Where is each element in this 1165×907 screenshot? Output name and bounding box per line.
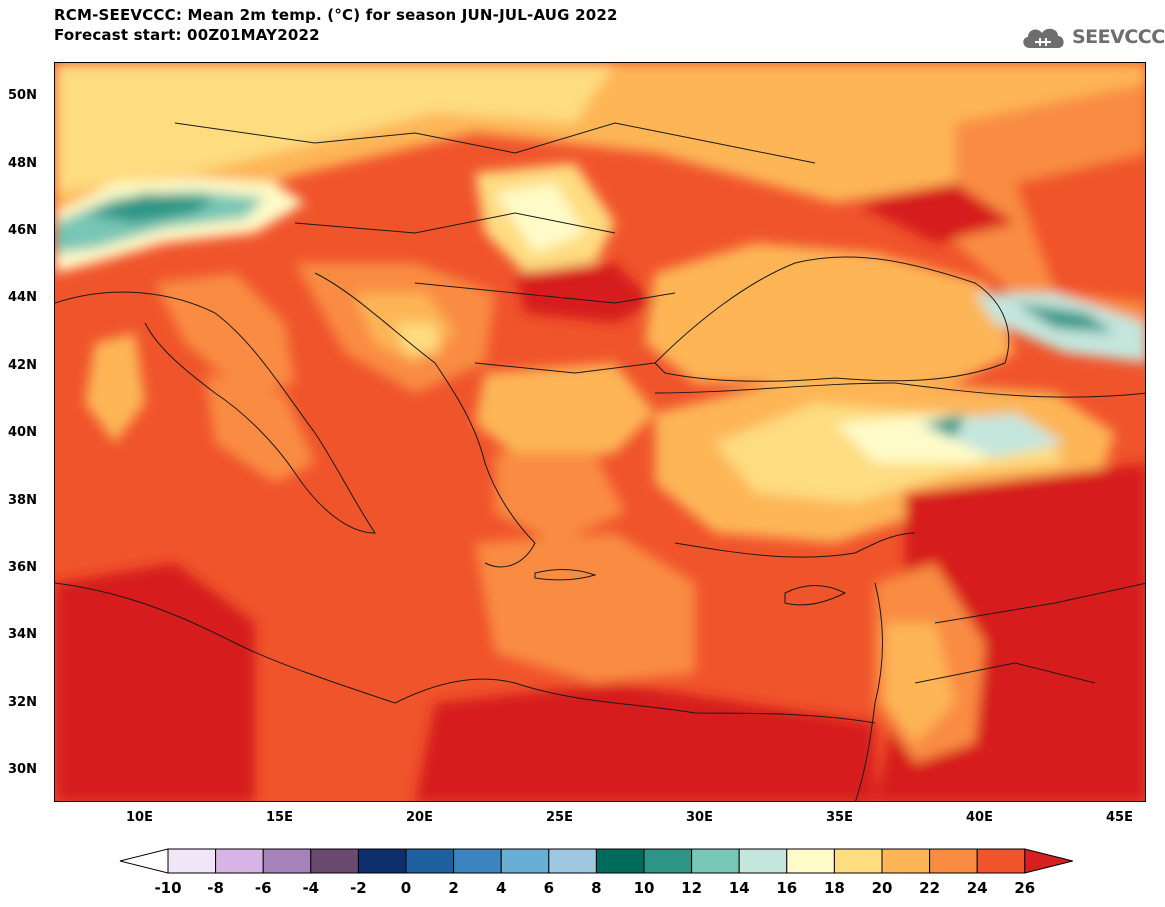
colorbar-tick-label: 18: [824, 879, 845, 897]
colorbar-over-arrow: [1024, 848, 1073, 874]
colorbar-tick-label: 6: [544, 879, 554, 897]
colorbar-swatch: [310, 848, 359, 874]
colorbar-under-arrow: [119, 848, 169, 874]
lat-label-48n: 48N: [8, 156, 37, 171]
colorbar-swatch: [262, 848, 312, 874]
colorbar-swatch: [548, 848, 597, 874]
lat-label-36n: 36N: [8, 560, 37, 575]
lat-label-46n: 46N: [8, 223, 37, 238]
lon-label-40e: 40E: [966, 810, 993, 825]
colorbar-tick-label: 10: [634, 879, 655, 897]
colorbar-tick-label: -2: [350, 879, 367, 897]
colorbar-tick-label: 20: [872, 879, 893, 897]
forecast-start-label: Forecast start: 00Z01MAY2022: [54, 26, 320, 44]
lat-label-50n: 50N: [8, 88, 37, 103]
colorbar-swatch: [595, 848, 645, 874]
colorbar-tick-label: 22: [919, 879, 940, 897]
colorbar-tick-label: 8: [591, 879, 601, 897]
colorbar-swatch: [976, 848, 1026, 874]
colorbar-tick-label: 16: [776, 879, 797, 897]
colorbar-swatch: [500, 848, 550, 874]
lon-label-30e: 30E: [686, 810, 713, 825]
lon-label-10e: 10E: [126, 810, 153, 825]
lat-label-32n: 32N: [8, 695, 37, 710]
colorbar-swatch: [453, 848, 502, 874]
temperature-map: [54, 62, 1146, 802]
colorbar-tick-label: -8: [207, 879, 224, 897]
lon-label-20e: 20E: [406, 810, 433, 825]
lat-label-34n: 34N: [8, 627, 37, 642]
colorbar-tick-label: 26: [1014, 879, 1035, 897]
cloud-icon: [1023, 28, 1064, 48]
colorbar-tick-label: 2: [448, 879, 458, 897]
colorbar-tick-label: -4: [302, 879, 319, 897]
colorbar-swatch: [167, 848, 217, 874]
colorbar-swatch: [929, 848, 978, 874]
colorbar-tick-label: 4: [496, 879, 506, 897]
lat-label-38n: 38N: [8, 493, 37, 508]
logo-text: SEEVCCC: [1072, 26, 1165, 48]
lon-label-35e: 35E: [826, 810, 853, 825]
colorbar-swatch: [786, 848, 835, 874]
lat-label-40n: 40N: [8, 425, 37, 440]
colorbar-tick-label: 12: [681, 879, 702, 897]
colorbar-swatch: [405, 848, 455, 874]
colorbar-swatch: [738, 848, 788, 874]
colorbar-tick-label: -10: [154, 879, 181, 897]
colorbar-swatch: [881, 848, 931, 874]
colorbar-swatch: [643, 848, 693, 874]
lon-label-45e: 45E: [1106, 810, 1133, 825]
lat-label-44n: 44N: [8, 290, 37, 305]
seevccc-logo: SEEVCCC: [1018, 22, 1165, 52]
colorbar-tick-label: 0: [401, 879, 411, 897]
colorbar-swatch: [215, 848, 264, 874]
colorbar-swatch: [357, 848, 407, 874]
colorbar-tick-label: -6: [255, 879, 272, 897]
map-title: RCM-SEEVCCC: Mean 2m temp. (°C) for seas…: [54, 6, 618, 24]
colorbar-tick-label: 14: [729, 879, 750, 897]
lat-label-30n: 30N: [8, 762, 37, 777]
lon-label-15e: 15E: [266, 810, 293, 825]
lat-label-42n: 42N: [8, 358, 37, 373]
temperature-field: [55, 63, 1145, 801]
lon-label-25e: 25E: [546, 810, 573, 825]
colorbar-swatch: [833, 848, 883, 874]
colorbar-swatch: [691, 848, 740, 874]
colorbar-tick-label: 24: [967, 879, 988, 897]
